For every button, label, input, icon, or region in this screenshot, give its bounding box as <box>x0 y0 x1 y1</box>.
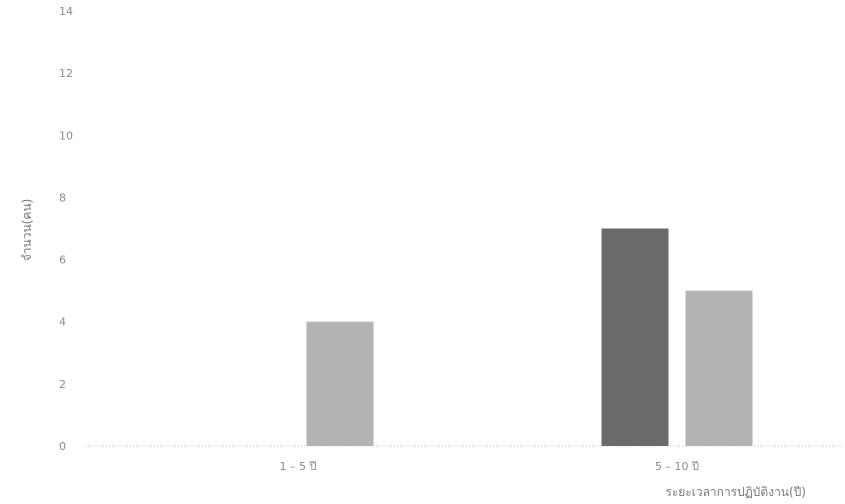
x-tick-label: 1 – 5 ปี <box>280 460 317 473</box>
x-tick-label: 5 – 10 ปี <box>655 460 699 473</box>
bars <box>306 228 753 446</box>
y-tick-label: 14 <box>59 5 73 18</box>
y-tick-label: 4 <box>59 316 66 329</box>
y-tick-label: 10 <box>59 129 73 142</box>
bar <box>601 228 669 446</box>
y-tick-label: 0 <box>59 440 66 453</box>
y-axis-ticks: 0 2 4 6 8 10 12 14 <box>59 5 73 453</box>
x-axis-ticks: 1 – 5 ปี 5 – 10 ปี <box>280 460 699 473</box>
y-tick-label: 6 <box>59 254 66 267</box>
bar <box>306 321 374 446</box>
y-tick-label: 12 <box>59 67 73 80</box>
y-axis-title: จำนวน(คน) <box>20 199 34 262</box>
bar <box>685 290 753 446</box>
y-tick-label: 2 <box>59 378 66 391</box>
x-axis-title: ระยะเวลาการปฏิบัติงาน(ปี) <box>665 485 806 499</box>
y-tick-label: 8 <box>59 191 66 204</box>
